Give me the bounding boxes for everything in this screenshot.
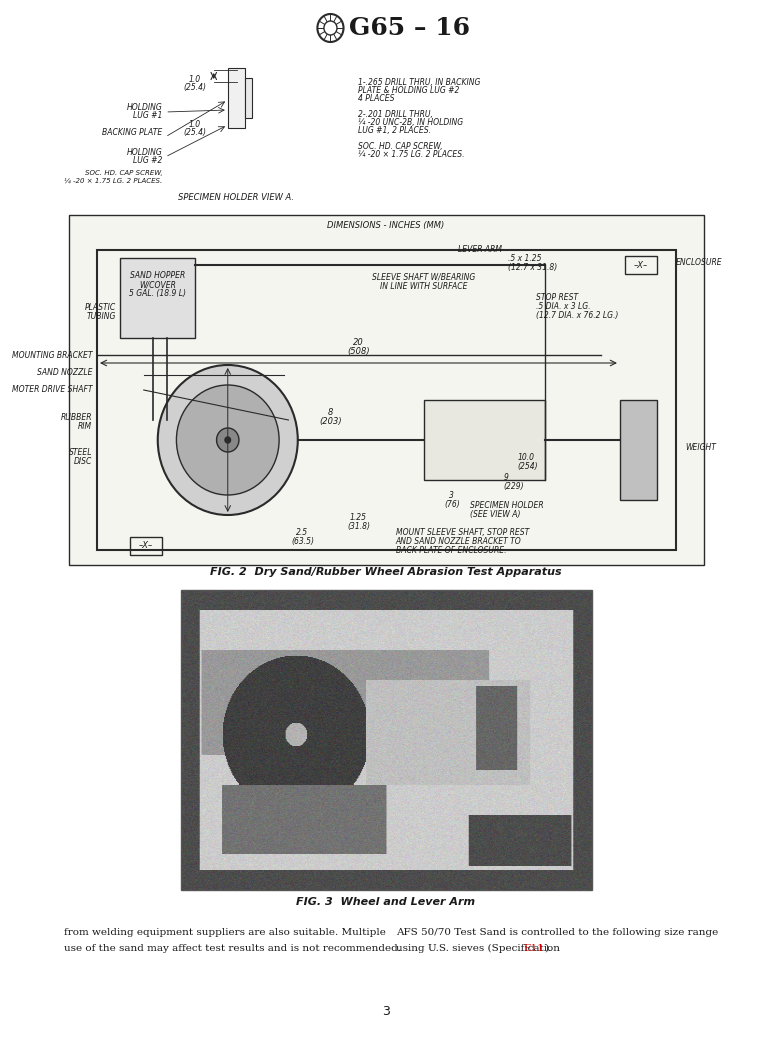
Text: PLASTIC: PLASTIC (85, 303, 116, 312)
Text: MOUNTING BRACKET: MOUNTING BRACKET (12, 351, 93, 359)
Text: 2.5: 2.5 (296, 528, 309, 537)
Text: 20: 20 (353, 338, 364, 347)
Text: (25.4): (25.4) (184, 128, 207, 137)
Text: ¼ -20 × 1.75 LG. 2 PLACES.: ¼ -20 × 1.75 LG. 2 PLACES. (359, 150, 465, 159)
Text: HOLDING: HOLDING (127, 103, 163, 112)
Text: 1.0: 1.0 (189, 75, 202, 84)
Text: ).: ). (544, 944, 552, 953)
Text: LUG #1: LUG #1 (133, 111, 163, 120)
Circle shape (158, 365, 298, 515)
Text: (SEE VIEW A): (SEE VIEW A) (471, 510, 521, 519)
Text: 8: 8 (328, 408, 333, 417)
Bar (181, 590, 592, 890)
Text: ¼ -20 UNC-2B, IN HOLDING: ¼ -20 UNC-2B, IN HOLDING (359, 118, 464, 127)
Text: SLEEVE SHAFT W/BEARING: SLEEVE SHAFT W/BEARING (372, 273, 475, 282)
Bar (69, 215, 704, 565)
Text: STOP REST: STOP REST (536, 293, 578, 302)
Text: ENCLOSURE: ENCLOSURE (676, 258, 723, 266)
Text: WEIGHT: WEIGHT (685, 443, 716, 452)
Bar (625, 256, 657, 274)
Text: DISC: DISC (74, 457, 93, 466)
Text: MOTER DRIVE SHAFT: MOTER DRIVE SHAFT (12, 385, 93, 393)
Text: 1.0: 1.0 (189, 120, 202, 129)
Bar (424, 400, 545, 480)
Circle shape (177, 385, 279, 496)
Text: –X–: –X– (633, 260, 647, 270)
Text: 9: 9 (503, 473, 508, 482)
Text: from welding equipment suppliers are also suitable. Multiple: from welding equipment suppliers are als… (65, 928, 386, 937)
Bar (620, 400, 657, 500)
Text: (203): (203) (319, 417, 342, 426)
Text: (254): (254) (517, 462, 538, 471)
Text: SAND NOZZLE: SAND NOZZLE (37, 369, 93, 377)
Text: SOC. HD. CAP SCREW,: SOC. HD. CAP SCREW, (359, 142, 443, 151)
Circle shape (225, 437, 230, 443)
Text: 3: 3 (381, 1005, 390, 1018)
Text: 2-.201 DRILL THRU,: 2-.201 DRILL THRU, (359, 110, 433, 119)
Text: (63.5): (63.5) (291, 537, 314, 545)
Text: RIM: RIM (79, 422, 93, 431)
Text: LUG #1, 2 PLACES.: LUG #1, 2 PLACES. (359, 126, 432, 135)
Text: use of the sand may affect test results and is not recommended.: use of the sand may affect test results … (65, 944, 401, 953)
Text: 1-.265 DRILL THRU, IN BACKING: 1-.265 DRILL THRU, IN BACKING (359, 78, 481, 87)
Text: HOLDING: HOLDING (127, 148, 163, 157)
Text: STEEL: STEEL (69, 448, 93, 457)
Text: SPECIMEN HOLDER VIEW A.: SPECIMEN HOLDER VIEW A. (178, 193, 294, 202)
Text: RUBBER: RUBBER (61, 413, 93, 422)
Text: G65 – 16: G65 – 16 (349, 16, 470, 40)
Bar (228, 68, 244, 128)
Text: 1.25: 1.25 (350, 513, 367, 522)
Text: (12.7 x 31.8): (12.7 x 31.8) (508, 263, 557, 272)
Text: 4 PLACES: 4 PLACES (359, 94, 395, 103)
Text: BACKING PLATE: BACKING PLATE (102, 128, 163, 137)
Text: .5 x 1.25: .5 x 1.25 (508, 254, 541, 263)
Text: BACK PLATE OF ENCLOSURE.: BACK PLATE OF ENCLOSURE. (396, 545, 506, 555)
Text: (76): (76) (444, 500, 460, 509)
Text: –X–: –X– (138, 541, 152, 551)
Text: SOC. HD. CAP SCREW,: SOC. HD. CAP SCREW, (85, 170, 163, 176)
Text: FIG. 3  Wheel and Lever Arm: FIG. 3 Wheel and Lever Arm (296, 897, 475, 907)
Text: (31.8): (31.8) (347, 522, 370, 531)
Circle shape (324, 21, 337, 35)
Text: (12.7 DIA. x 76.2 LG.): (12.7 DIA. x 76.2 LG.) (536, 311, 619, 320)
Text: 10.0: 10.0 (517, 453, 534, 462)
Text: PLATE & HOLDING LUG #2: PLATE & HOLDING LUG #2 (359, 86, 460, 95)
Text: .5 DIA. x 3 LG.: .5 DIA. x 3 LG. (536, 302, 591, 311)
Text: TUBING: TUBING (86, 312, 116, 321)
Text: AND SAND NOZZLE BRACKET TO: AND SAND NOZZLE BRACKET TO (396, 537, 521, 545)
Text: LUG #2: LUG #2 (133, 156, 163, 166)
Bar (97, 250, 676, 550)
Text: MOUNT SLEEVE SHAFT, STOP REST: MOUNT SLEEVE SHAFT, STOP REST (396, 528, 529, 537)
Text: IN LINE WITH SURFACE: IN LINE WITH SURFACE (380, 282, 468, 291)
Text: 3: 3 (450, 491, 454, 500)
Text: DIMENSIONS - INCHES (MM): DIMENSIONS - INCHES (MM) (327, 221, 444, 230)
Text: W/COVER: W/COVER (139, 280, 176, 289)
Text: (229): (229) (503, 482, 524, 491)
Circle shape (216, 428, 239, 452)
Text: FIG. 2  Dry Sand/Rubber Wheel Abrasion Test Apparatus: FIG. 2 Dry Sand/Rubber Wheel Abrasion Te… (210, 567, 562, 577)
Text: SPECIMEN HOLDER: SPECIMEN HOLDER (471, 501, 544, 510)
Text: LEVER ARM: LEVER ARM (457, 245, 502, 254)
Text: (508): (508) (347, 347, 370, 356)
Text: ¼ -20 × 1.75 LG. 2 PLACES.: ¼ -20 × 1.75 LG. 2 PLACES. (64, 178, 163, 184)
Bar (130, 537, 163, 555)
Text: SAND HOPPER: SAND HOPPER (130, 271, 185, 280)
Bar (244, 78, 252, 118)
Text: 5 GAL. (18.9 L): 5 GAL. (18.9 L) (129, 289, 186, 298)
Text: E11: E11 (524, 944, 545, 953)
Bar (121, 258, 195, 338)
Text: (25.4): (25.4) (184, 83, 207, 92)
Text: using U.S. sieves (Specification: using U.S. sieves (Specification (396, 944, 563, 953)
Text: AFS 50/70 Test Sand is controlled to the following size range: AFS 50/70 Test Sand is controlled to the… (396, 928, 718, 937)
